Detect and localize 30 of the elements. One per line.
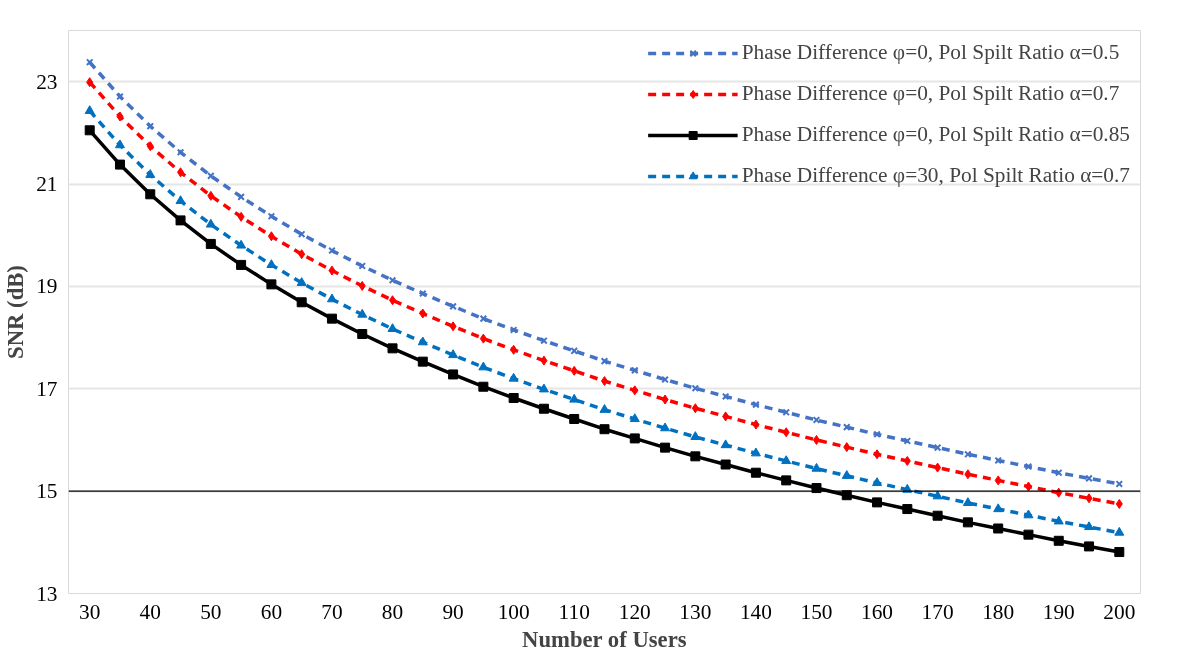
- x-tick-label: 190: [1042, 599, 1075, 624]
- x-tick-label: 140: [739, 599, 772, 624]
- y-tick-label: 13: [36, 581, 58, 606]
- x-tick-label: 130: [679, 599, 712, 624]
- x-tick-label: 60: [260, 599, 283, 624]
- y-axis-title: SNR (dB): [3, 265, 29, 359]
- x-tick-label: 200: [1103, 599, 1136, 624]
- legend-label: Phase Difference φ=0, Pol Spilt Ratio α=0.5: [741, 40, 1120, 65]
- x-tick-label: 40: [139, 599, 161, 624]
- x-tick-label: 180: [982, 599, 1015, 624]
- x-tick-label: 70: [321, 599, 343, 624]
- x-tick-label: 80: [381, 599, 404, 624]
- x-tick-label: 120: [618, 599, 651, 624]
- x-tick-label: 150: [800, 599, 833, 624]
- x-tick-label: 90: [442, 599, 464, 624]
- y-tick-label: 15: [36, 479, 58, 504]
- x-tick-label: 100: [497, 599, 530, 624]
- x-tick-label: 160: [861, 599, 894, 624]
- y-tick-label: 21: [36, 172, 58, 197]
- legend-label: Phase Difference φ=0, Pol Spilt Ratio α=0.7: [741, 81, 1120, 106]
- y-tick-label: 23: [36, 69, 58, 94]
- x-axis-title: Number of Users: [522, 626, 687, 652]
- x-tick-label: 170: [921, 599, 954, 624]
- x-tick-label: 110: [558, 599, 590, 624]
- legend-label: Phase Difference φ=30, Pol Spilt Ratio α=0.7: [741, 163, 1130, 188]
- y-tick-label: 19: [36, 274, 58, 299]
- x-tick-label: 50: [200, 599, 222, 624]
- y-tick-label: 17: [36, 376, 58, 401]
- x-tick-label: 30: [79, 599, 101, 624]
- legend-label: Phase Difference φ=0, Pol Spilt Ratio α=0.85: [741, 122, 1130, 147]
